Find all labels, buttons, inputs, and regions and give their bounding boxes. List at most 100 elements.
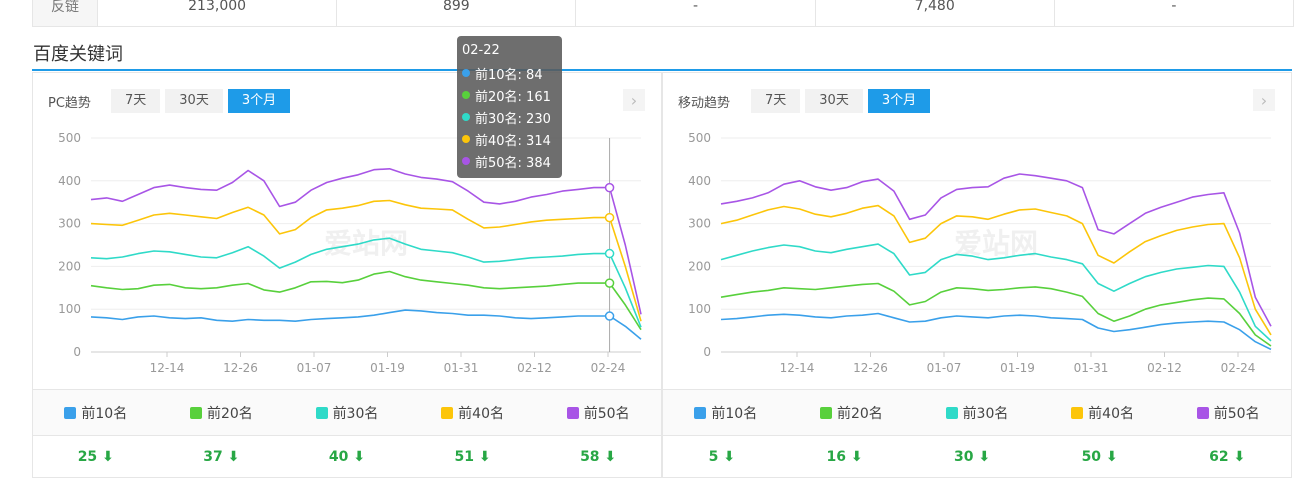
cell-value: - <box>576 0 816 26</box>
y-tick-label: 200 <box>688 259 711 273</box>
change-top40: 50 ⬇ <box>1082 449 1118 465</box>
x-tick-label: 01-31 <box>1074 361 1109 375</box>
legend-item-top30[interactable]: 前30名 <box>945 403 1008 423</box>
change-top50: 58 ⬇ <box>580 449 616 465</box>
legend-label: 前50名 <box>1213 406 1260 422</box>
hover-point <box>604 278 615 288</box>
series-dot <box>462 91 470 99</box>
y-tick-label: 400 <box>58 174 81 188</box>
series-line-1 <box>720 312 1272 351</box>
tooltip-value: 前50名: 384 <box>475 155 551 171</box>
tab-30-days[interactable]: 30天 <box>165 89 223 113</box>
legend-label: 前30名 <box>332 406 379 422</box>
section-title: 百度关键词 <box>33 44 123 65</box>
legend-swatch <box>189 407 202 419</box>
series-line-4 <box>90 199 642 322</box>
legend-item-top50[interactable]: 前50名 <box>566 403 630 423</box>
legend-item-top50[interactable]: 前50名 <box>1196 403 1260 423</box>
legend-label: 前10名 <box>711 406 758 422</box>
change-value: 37 <box>203 449 223 465</box>
arrow-down-icon: ⬇ <box>353 449 366 465</box>
tooltip-row: 前20名: 161 <box>462 84 557 106</box>
legend-label: 前50名 <box>583 406 630 422</box>
legend-item-top20[interactable]: 前20名 <box>819 403 883 423</box>
tab-7-days[interactable]: 7天 <box>111 89 161 113</box>
change-top40: 51 ⬇ <box>454 449 490 465</box>
series-dot <box>462 69 470 77</box>
cell-value: 7,480 <box>816 0 1055 26</box>
arrow-down-icon: ⬇ <box>723 449 736 465</box>
chevron-right-icon[interactable]: › <box>1253 89 1275 111</box>
change-top20: 16 ⬇ <box>826 449 862 465</box>
y-tick-label: 500 <box>688 131 711 145</box>
change-value: 62 <box>1209 449 1229 465</box>
legend-label: 前20名 <box>836 406 883 422</box>
arrow-down-icon: ⬇ <box>1106 449 1118 465</box>
summary-table-row: 反链 213,000 899 - 7,480 - <box>32 0 1294 27</box>
tooltip-row: 前40名: 314 <box>462 128 557 150</box>
legend-item-top40[interactable]: 前40名 <box>441 403 504 423</box>
hover-point <box>604 248 615 259</box>
legend-label: 前40名 <box>1088 406 1134 422</box>
series-line-5 <box>720 173 1272 327</box>
x-tick-label: 12-26 <box>223 361 258 375</box>
series-dot <box>462 157 470 165</box>
change-top10: 25 ⬇ <box>78 449 114 465</box>
series-line-5 <box>90 168 642 315</box>
pc-trend-chart: 爱站网 500 400 300 200 100 0 12-14 12-26 01-07 01-19 0… <box>58 131 642 375</box>
series-dot <box>462 113 470 121</box>
change-value: 16 <box>826 449 846 465</box>
change-value: 25 <box>77 449 98 465</box>
legend-item-top10[interactable]: 前10名 <box>694 403 757 423</box>
change-top30: 40 ⬇ <box>329 449 365 465</box>
arrow-down-icon: ⬇ <box>102 449 114 465</box>
cell-value: 899 <box>337 0 577 26</box>
arrow-down-icon: ⬇ <box>227 449 240 465</box>
chevron-right-icon[interactable]: › <box>623 89 645 111</box>
legend-swatch <box>694 407 707 419</box>
change-top10: 5 ⬇ <box>709 449 735 465</box>
x-tick-label: 12-14 <box>780 361 815 375</box>
legend-label: 前10名 <box>81 406 128 422</box>
change-top50: 62 ⬇ <box>1209 449 1245 465</box>
tab-30-days[interactable]: 30天 <box>805 89 863 113</box>
tab-7-days[interactable]: 7天 <box>751 89 801 113</box>
y-tick-label: 300 <box>58 217 81 231</box>
pc-range-tabs: 7天 30天 3个月 <box>111 89 295 113</box>
change-value: 30 <box>954 449 974 465</box>
change-value: 58 <box>580 449 600 465</box>
legend-label: 前20名 <box>206 406 253 422</box>
legend-item-top30[interactable]: 前30名 <box>315 403 379 423</box>
tab-3-months[interactable]: 3个月 <box>867 89 931 113</box>
series-line-3 <box>720 243 1272 342</box>
legend-item-top10[interactable]: 前10名 <box>64 403 127 423</box>
change-value: 5 <box>708 449 719 465</box>
legend-swatch <box>1071 407 1084 419</box>
change-top30: 30 ⬇ <box>954 449 990 465</box>
series-line-3 <box>90 237 642 328</box>
watermark-text: 爱站网 <box>324 227 408 260</box>
hover-point <box>604 212 615 223</box>
arrow-down-icon: ⬇ <box>850 449 863 465</box>
legend-swatch <box>315 407 328 419</box>
tooltip-value: 前30名: 230 <box>475 111 551 127</box>
legend-swatch <box>566 407 579 419</box>
change-top20: 37 ⬇ <box>203 449 239 465</box>
x-tick-label: 02-12 <box>1147 361 1182 375</box>
legend-label: 前40名 <box>458 406 504 422</box>
tooltip-row: 前30名: 230 <box>462 106 557 128</box>
tab-3-months[interactable]: 3个月 <box>227 89 291 113</box>
pc-change-row: 25 ⬇ 37 ⬇ 40 ⬇ 51 ⬇ 58 ⬇ <box>33 435 661 478</box>
series-line-1 <box>90 309 642 340</box>
mobile-trend-title: 移动趋势 <box>678 96 731 111</box>
x-tick-label: 01-07 <box>297 361 332 375</box>
x-tick-label: 01-19 <box>1000 361 1035 375</box>
pc-trend-title: PC趋势 <box>48 96 91 111</box>
mobile-range-tabs: 7天 30天 3个月 <box>751 89 935 113</box>
pc-trend-panel: PC趋势 7天 30天 3个月 › 爱站网 500 400 300 200 100 0 12-… <box>32 72 662 478</box>
tooltip-value: 前10名: 84 <box>475 67 543 83</box>
tooltip-row: 前50名: 384 <box>462 150 557 172</box>
legend-item-top40[interactable]: 前40名 <box>1071 403 1134 423</box>
legend-item-top20[interactable]: 前20名 <box>189 403 253 423</box>
